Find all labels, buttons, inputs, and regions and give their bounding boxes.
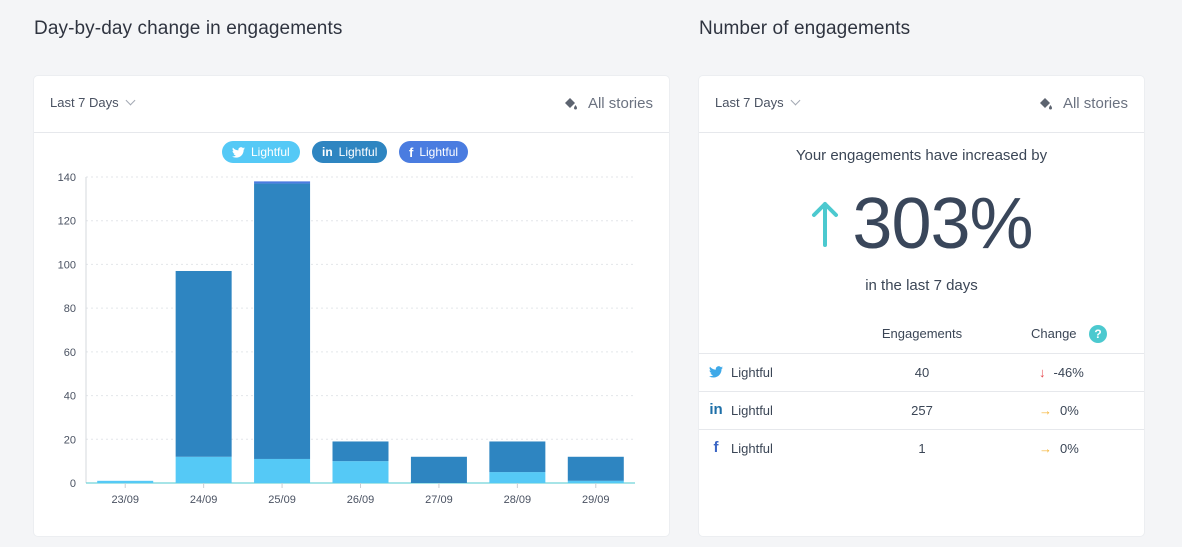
- bar-segment-twitter: [567, 480, 624, 483]
- y-tick-label: 60: [64, 347, 76, 359]
- headline-kpi: 303%: [699, 184, 1144, 264]
- y-tick-label: 120: [58, 216, 76, 228]
- change-value: 0%: [1060, 403, 1079, 418]
- table-row: in Lightful 257 → 0%: [699, 391, 1144, 429]
- change-value: 0%: [1060, 441, 1079, 456]
- legend-linkedin[interactable]: in Lightful: [312, 141, 388, 163]
- bar-segment-linkedin: [567, 456, 624, 481]
- twitter-icon: [709, 366, 723, 381]
- headline-suffix: in the last 7 days: [865, 277, 978, 294]
- stories-filter[interactable]: All stories: [1039, 95, 1128, 112]
- help-icon[interactable]: ?: [1089, 325, 1107, 343]
- period-dropdown[interactable]: Last 7 Days: [50, 95, 136, 110]
- facebook-icon: f: [409, 144, 414, 160]
- engagement-change-title: Day-by-day change in engagements: [34, 18, 343, 39]
- col-engagements: Engagements: [881, 326, 963, 341]
- bar-segment-linkedin: [410, 456, 467, 483]
- x-tick-label: 27/09: [425, 494, 453, 506]
- bar-segment-twitter: [489, 472, 546, 483]
- arrow-right-icon: →: [1039, 403, 1052, 418]
- period-label: Last 7 Days: [50, 95, 119, 110]
- engagement-count-card: Last 7 Days All stories Your engagements…: [699, 76, 1144, 536]
- legend-facebook[interactable]: f Lightful: [399, 141, 469, 163]
- col-change: Change: [1031, 326, 1077, 341]
- legend-label: Lightful: [338, 145, 378, 159]
- stories-label: All stories: [1062, 95, 1128, 112]
- y-tick-label: 0: [70, 478, 76, 490]
- x-tick-label: 29/09: [582, 494, 610, 506]
- x-tick-label: 24/09: [190, 494, 218, 506]
- change-cell: → 0%: [1039, 403, 1079, 418]
- period-dropdown[interactable]: Last 7 Days: [715, 95, 801, 110]
- bar-segment-twitter: [175, 456, 232, 483]
- x-tick-label: 25/09: [268, 494, 296, 506]
- engagement-count: 1: [918, 441, 926, 456]
- paint-bucket-icon: [564, 98, 577, 110]
- card-header: Last 7 Days All stories: [699, 76, 1144, 133]
- table-row: f Lightful 1 → 0%: [699, 429, 1144, 467]
- account-name: Lightful: [731, 441, 773, 456]
- stories-filter[interactable]: All stories: [564, 95, 653, 112]
- period-label: Last 7 Days: [715, 95, 784, 110]
- headline-prefix: Your engagements have increased by: [795, 147, 1048, 164]
- headline-value: 303%: [852, 184, 1033, 264]
- x-tick-label: 28/09: [504, 494, 532, 506]
- bar-segment-facebook: [254, 181, 311, 184]
- twitter-icon: [232, 146, 245, 158]
- bar-segment-linkedin: [489, 441, 546, 473]
- linkedin-icon: in: [322, 145, 333, 159]
- x-tick-label: 26/09: [347, 494, 375, 506]
- engagement-count-title: Number of engagements: [699, 18, 911, 39]
- y-tick-label: 20: [64, 434, 76, 446]
- arrow-up-icon: [812, 202, 839, 247]
- facebook-icon: f: [713, 439, 719, 456]
- engagement-count: 257: [911, 403, 933, 418]
- paint-bucket-icon: [1039, 98, 1052, 110]
- change-value: -46%: [1053, 365, 1084, 380]
- account-name: Lightful: [731, 403, 773, 418]
- bar-segment-linkedin: [175, 270, 232, 457]
- arrow-down-icon: ↓: [1039, 365, 1046, 380]
- y-tick-label: 100: [58, 259, 76, 271]
- chevron-down-icon: [790, 95, 801, 106]
- change-cell: → 0%: [1039, 441, 1079, 456]
- bar-segment-linkedin: [332, 441, 389, 462]
- y-tick-label: 80: [64, 303, 76, 315]
- legend-label: Lightful: [419, 145, 459, 159]
- engagement-bar-chart: 0 20 40 60 80 100 120 140 23/09 24/09 25/09 26/09 27…: [58, 172, 635, 506]
- engagement-count: 40: [914, 365, 930, 380]
- account-name: Lightful: [731, 365, 773, 380]
- arrow-right-icon: →: [1039, 441, 1052, 456]
- table-row: Lightful 40 ↓ -46%: [699, 353, 1144, 391]
- stories-label: All stories: [587, 95, 653, 112]
- linkedin-icon: in: [709, 401, 723, 418]
- table-header: Engagements Change ?: [699, 324, 1144, 354]
- legend-label: Lightful: [251, 145, 290, 159]
- y-tick-label: 40: [64, 391, 76, 403]
- bar-segment-twitter: [332, 461, 389, 483]
- y-tick-label: 140: [58, 172, 76, 184]
- change-cell: ↓ -46%: [1039, 365, 1084, 380]
- card-header: Last 7 Days All stories: [34, 76, 669, 133]
- bar-segment-linkedin: [254, 183, 311, 459]
- x-tick-label: 23/09: [111, 494, 139, 506]
- engagement-change-card: Last 7 Days All stories Lightful in Ligh…: [34, 76, 669, 536]
- legend-twitter[interactable]: Lightful: [222, 141, 300, 163]
- bar-segment-twitter: [254, 458, 311, 483]
- bar-segment-twitter: [97, 480, 154, 483]
